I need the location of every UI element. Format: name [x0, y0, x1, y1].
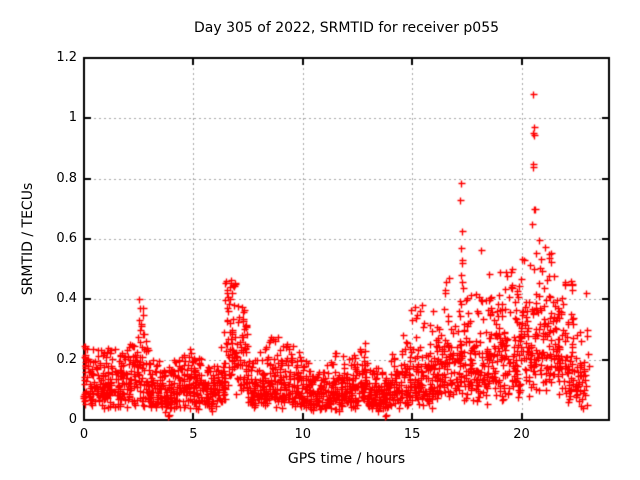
x-tick-label-15: 15: [403, 427, 421, 442]
y-tick-label-1: 1: [68, 110, 77, 126]
x-tick-label-0: 0: [79, 427, 89, 442]
y-tick-label-0.4: 0.4: [56, 291, 77, 307]
x-tick-label-20: 20: [513, 427, 530, 442]
y-tick-label-0.2: 0.2: [56, 351, 77, 367]
x-tick-label-10: 10: [294, 427, 312, 442]
y-tick-label-0.6: 0.6: [56, 231, 77, 246]
x-axis-label: GPS time / hours: [287, 451, 406, 467]
y-tick-label-0.8: 0.8: [56, 170, 77, 186]
y-tick-label-1.2: 1.2: [56, 50, 77, 65]
y-tick-label-0: 0: [68, 412, 77, 427]
chart-title: Day 305 of 2022, SRMTID for receiver p05…: [193, 20, 500, 36]
x-tick-label-5: 5: [189, 427, 198, 442]
